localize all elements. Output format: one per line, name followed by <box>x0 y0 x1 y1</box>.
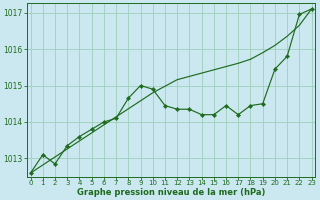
X-axis label: Graphe pression niveau de la mer (hPa): Graphe pression niveau de la mer (hPa) <box>77 188 265 197</box>
